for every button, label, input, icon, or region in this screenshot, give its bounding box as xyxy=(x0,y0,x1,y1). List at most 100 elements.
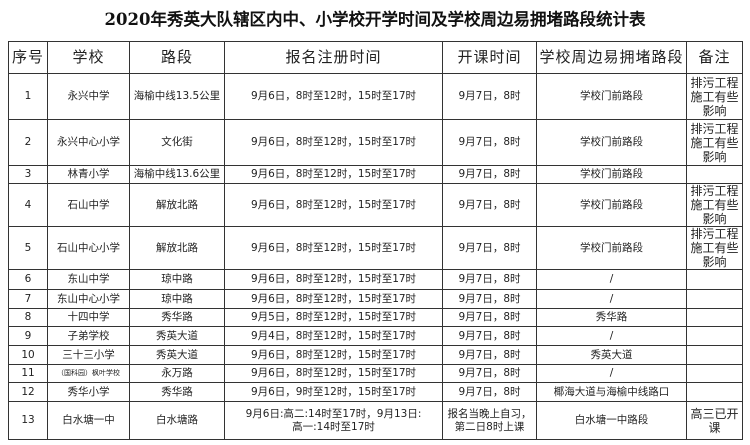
cell-congestion-road: / xyxy=(536,269,687,290)
cell-registration-time: 9月6日，8时至12时，15时至17时 xyxy=(224,364,443,383)
cell-road: 解放北路 xyxy=(129,183,225,227)
cell-congestion-road: 白水塘一中路段 xyxy=(536,401,687,440)
cell-congestion-road: 学校门前路段 xyxy=(536,226,687,270)
cell-class-start: 9月7日，8时 xyxy=(442,73,537,120)
header-col-remarks: 备注 xyxy=(686,41,743,74)
cell-registration-time: 9月6日，8时至12时，15时至17时 xyxy=(224,269,443,290)
cell-remarks xyxy=(686,269,743,290)
cell-registration-time: 9月6日，8时至12时，15时至17时 xyxy=(224,289,443,309)
cell-congestion-road: 学校门前路段 xyxy=(536,165,687,184)
cell-registration-time: 9月6日，8时至12时，15时至17时 xyxy=(224,345,443,365)
cell-registration-time: 9月5日，8时至12时，15时至17时 xyxy=(224,308,443,327)
cell-remarks: 排污工程施工有些影响 xyxy=(686,183,743,227)
cell-road: 白水塘路 xyxy=(129,401,225,440)
cell-school: 永兴中学 xyxy=(47,73,130,120)
cell-remarks xyxy=(686,345,743,365)
cell-remarks xyxy=(686,382,743,402)
header-col-class-start: 开课时间 xyxy=(442,41,537,74)
table-row: 1 永兴中学 海榆中线13.5公里 9月6日，8时至12时，15时至17时 9月7日，8… xyxy=(8,73,743,120)
cell-remarks xyxy=(686,364,743,383)
table-row: 10 三十三小学 秀英大道 9月6日，8时至12时，15时至17时 9月7日，8时 秀英大… xyxy=(8,345,743,365)
table-row: 3 林青小学 海榆中线13.6公里 9月6日，8时至12时，15时至17时 9月7日，8… xyxy=(8,165,743,184)
cell-class-start: 9月7日，8时 xyxy=(442,119,537,166)
cell-class-start: 9月7日，8时 xyxy=(442,345,537,365)
cell-remarks xyxy=(686,289,743,309)
table-row: 4 石山中学 解放北路 9月6日，8时至12时，15时至17时 9月7日，8时 学校门前路… xyxy=(8,183,743,227)
cell-index: 8 xyxy=(8,308,48,327)
cell-school: 东山中学 xyxy=(47,269,130,290)
cell-class-start: 9月7日，8时 xyxy=(442,269,537,290)
cell-remarks xyxy=(686,165,743,184)
cell-index: 11 xyxy=(8,364,48,383)
cell-congestion-road: 椰海大道与海榆中线路口 xyxy=(536,382,687,402)
cell-congestion-road: / xyxy=(536,364,687,383)
cell-registration-time: 9月6日，8时至12时，15时至17时 xyxy=(224,165,443,184)
cell-road: 琼中路 xyxy=(129,289,225,309)
cell-school: 三十三小学 xyxy=(47,345,130,365)
cell-school: 东山中心小学 xyxy=(47,289,130,309)
cell-index: 2 xyxy=(8,119,48,166)
cell-class-start: 9月7日，8时 xyxy=(442,382,537,402)
cell-school: 永兴中心小学 xyxy=(47,119,130,166)
cell-road: 秀华路 xyxy=(129,308,225,327)
cell-index: 4 xyxy=(8,183,48,227)
cell-index: 13 xyxy=(8,401,48,440)
table-row: 5 石山中心小学 解放北路 9月6日，8时至12时，15时至17时 9月7日，8时 学校门… xyxy=(8,226,743,270)
cell-road: 秀英大道 xyxy=(129,345,225,365)
cell-registration-time: 9月4日，8时至12时，15时至17时 xyxy=(224,326,443,346)
cell-index: 9 xyxy=(8,326,48,346)
cell-index: 12 xyxy=(8,382,48,402)
cell-registration-time: 9月6日，9时至12时，15时至17时 xyxy=(224,382,443,402)
cell-index: 6 xyxy=(8,269,48,290)
cell-class-start: 9月7日，8时 xyxy=(442,308,537,327)
table-row: 6 东山中学 琼中路 9月6日，8时至12时，15时至17时 9月7日，8时 / xyxy=(8,269,743,290)
page-title: 2020年秀英大队辖区内中、小学校开学时间及学校周边易拥堵路段统计表 xyxy=(104,10,646,29)
cell-road: 海榆中线13.6公里 xyxy=(129,165,225,184)
header-col-index: 序号 xyxy=(8,41,48,74)
header-col-registration-time: 报名注册时间 xyxy=(224,41,443,74)
header-col-congestion-road: 学校周边易拥堵路段 xyxy=(536,41,687,74)
cell-congestion-road: / xyxy=(536,326,687,346)
cell-index: 3 xyxy=(8,165,48,184)
cell-school: 十四中学 xyxy=(47,308,130,327)
cell-congestion-road: 学校门前路段 xyxy=(536,183,687,227)
table-row: 7 东山中心小学 琼中路 9月6日，8时至12时，15时至17时 9月7日，8时 / xyxy=(8,289,743,309)
cell-class-start: 9月7日，8时 xyxy=(442,183,537,227)
cell-school: 白水塘一中 xyxy=(47,401,130,440)
cell-school: （国科园）枫叶学校 xyxy=(47,364,130,383)
table-row: 2 永兴中心小学 文化街 9月6日，8时至12时，15时至17时 9月7日，8时 学校门前… xyxy=(8,119,743,166)
cell-registration-time: 9月6日，8时至12时，15时至17时 xyxy=(224,119,443,166)
cell-registration-time: 9月6日，8时至12时，15时至17时 xyxy=(224,226,443,270)
cell-remarks: 排污工程施工有些影响 xyxy=(686,119,743,166)
cell-class-start: 9月7日，8时 xyxy=(442,289,537,309)
cell-congestion-road: / xyxy=(536,289,687,309)
cell-class-start: 9月7日，8时 xyxy=(442,326,537,346)
cell-index: 10 xyxy=(8,345,48,365)
cell-school: 林青小学 xyxy=(47,165,130,184)
table-row: 8 十四中学 秀华路 9月5日，8时至12时，15时至17时 9月7日，8时 秀华路 xyxy=(8,308,743,327)
table-row: 9 子弟学校 秀英大道 9月4日，8时至12时，15时至17时 9月7日，8时 / xyxy=(8,326,743,346)
cell-congestion-road: 学校门前路段 xyxy=(536,73,687,120)
cell-road: 永万路 xyxy=(129,364,225,383)
cell-remarks xyxy=(686,326,743,346)
table-row: 11 （国科园）枫叶学校 永万路 9月6日，8时至12时，15时至17时 9月7日，8时… xyxy=(8,364,743,383)
cell-remarks: 排污工程施工有些影响 xyxy=(686,226,743,270)
cell-road: 琼中路 xyxy=(129,269,225,290)
header-col-road: 路段 xyxy=(129,41,225,74)
cell-road: 海榆中线13.5公里 xyxy=(129,73,225,120)
cell-congestion-road: 秀英大道 xyxy=(536,345,687,365)
cell-congestion-road: 学校门前路段 xyxy=(536,119,687,166)
header-row: 序号 学校 路段 报名注册时间 开课时间 学校周边易拥堵路段 备注 xyxy=(8,41,743,74)
cell-road: 文化街 xyxy=(129,119,225,166)
cell-congestion-road: 秀华路 xyxy=(536,308,687,327)
cell-class-start: 报名当晚上自习，第二日8时上课 xyxy=(442,401,537,440)
cell-registration-time: 9月6日:高二:14时至17时，9月13日:高一:14时至17时 xyxy=(224,401,443,440)
cell-school: 石山中心小学 xyxy=(47,226,130,270)
cell-road: 秀英大道 xyxy=(129,326,225,346)
table-row: 12 秀华小学 秀华路 9月6日，9时至12时，15时至17时 9月7日，8时 椰海大道与… xyxy=(8,382,743,402)
cell-school: 石山中学 xyxy=(47,183,130,227)
cell-index: 1 xyxy=(8,73,48,120)
cell-remarks: 排污工程施工有些影响 xyxy=(686,73,743,120)
schedule-table: 序号 学校 路段 报名注册时间 开课时间 学校周边易拥堵路段 备注 1 永兴中学 海榆中线13.… xyxy=(8,41,743,440)
header-col-school: 学校 xyxy=(47,41,130,74)
